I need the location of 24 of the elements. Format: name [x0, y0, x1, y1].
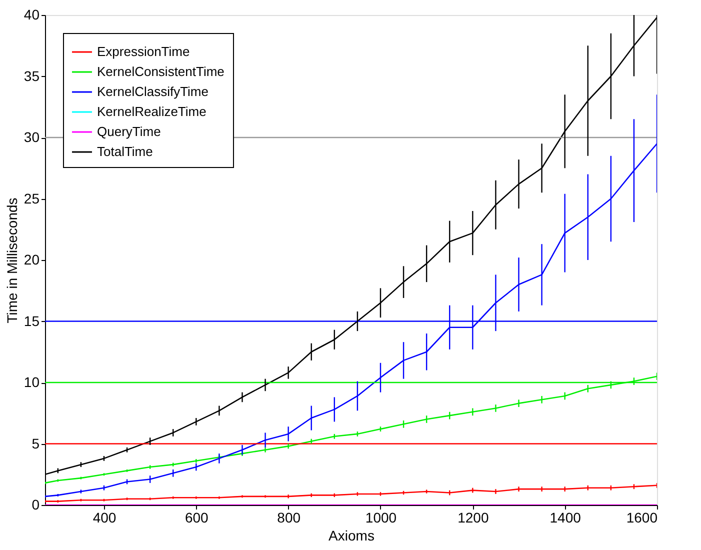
y-tick-label: 25 — [24, 190, 40, 206]
y-tick-label: 5 — [32, 435, 40, 452]
legend-label: KernelClassifyTime — [97, 84, 208, 99]
legend-label: TotalTime — [97, 144, 153, 159]
x-tick-label: 800 — [277, 510, 301, 526]
y-tick-label: 15 — [24, 312, 40, 329]
y-tick-label: 30 — [24, 129, 40, 145]
x-tick-label: 1200 — [458, 510, 489, 526]
x-axis-title: Axioms — [328, 528, 374, 544]
y-tick-label: 20 — [24, 252, 40, 268]
y-axis-title: Time in Milliseconds — [4, 198, 20, 324]
y-tick-label: 35 — [24, 68, 40, 84]
x-tick-label: 1600 — [626, 510, 658, 526]
y-tick-label: 0 — [32, 496, 40, 512]
x-tick-label: 400 — [92, 510, 116, 526]
legend-label: KernelConsistentTime — [97, 64, 224, 79]
x-tick-label: 600 — [184, 510, 209, 526]
legend-label: ExpressionTime — [97, 44, 190, 59]
x-tick-label: 1000 — [365, 510, 397, 526]
legend-label: QueryTime — [97, 124, 161, 139]
x-tick-label: 1400 — [550, 510, 582, 526]
legend-label: KernelRealizeTime — [97, 104, 206, 119]
y-tick-label: 10 — [24, 374, 40, 390]
y-tick-label: 40 — [24, 6, 40, 22]
